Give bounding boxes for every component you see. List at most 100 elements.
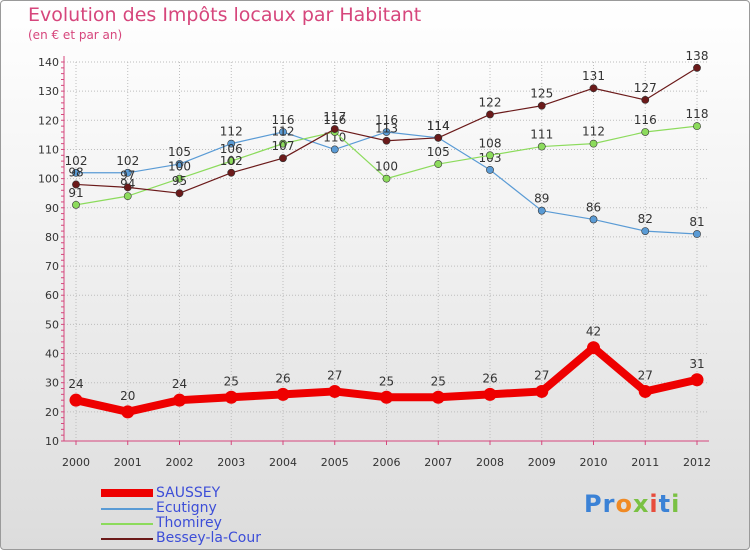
legend-label-ecutigny: Ecutigny bbox=[156, 500, 217, 516]
data-label-bessey-la-cour-2000: 98 bbox=[68, 165, 83, 179]
y-tick-label-100: 100 bbox=[38, 173, 59, 186]
point-saussey-2009 bbox=[535, 384, 549, 398]
data-label-ecutigny-2003: 112 bbox=[220, 125, 243, 139]
legend-item-saussey[interactable]: SAUSSEY bbox=[101, 486, 361, 501]
point-ecutigny-2008 bbox=[486, 165, 494, 174]
point-thomirey-2001 bbox=[123, 192, 132, 201]
point-bessey-la-cour-2008 bbox=[486, 110, 494, 119]
data-label-saussey-2011: 27 bbox=[638, 368, 653, 382]
point-thomirey-2003 bbox=[227, 157, 236, 166]
point-saussey-2012 bbox=[690, 373, 704, 387]
point-thomirey-2004 bbox=[279, 139, 287, 148]
point-saussey-2008 bbox=[483, 387, 497, 401]
data-label-thomirey-2004: 112 bbox=[272, 125, 295, 139]
point-ecutigny-2000 bbox=[72, 168, 80, 177]
point-thomirey-2002 bbox=[175, 174, 184, 183]
legend-swatch-thomirey bbox=[101, 523, 153, 525]
point-bessey-la-cour-2010 bbox=[589, 84, 598, 93]
data-label-ecutigny-2005: 110 bbox=[323, 130, 346, 144]
point-thomirey-2010 bbox=[589, 139, 598, 148]
x-tick-label-2012: 2012 bbox=[683, 456, 711, 469]
point-saussey-2003 bbox=[224, 390, 238, 404]
data-label-thomirey-2010: 112 bbox=[582, 125, 605, 139]
x-tick-label-2009: 2009 bbox=[528, 456, 556, 469]
legend-swatch-bessey-la-cour bbox=[101, 538, 153, 540]
point-thomirey-2011 bbox=[641, 128, 650, 136]
legend-item-bessey-la-cour[interactable]: Bessey-la-Cour bbox=[101, 531, 361, 546]
data-label-ecutigny-2011: 82 bbox=[638, 212, 653, 226]
y-tick-label-130: 130 bbox=[38, 85, 59, 98]
x-tick-label-2007: 2007 bbox=[424, 456, 452, 469]
x-tick-label-2008: 2008 bbox=[476, 456, 504, 469]
data-label-thomirey-2000: 91 bbox=[68, 186, 83, 200]
data-label-ecutigny-2002: 105 bbox=[168, 145, 191, 159]
legend-item-ecutigny[interactable]: Ecutigny bbox=[101, 501, 361, 516]
point-ecutigny-2009 bbox=[537, 206, 546, 215]
data-label-thomirey-2009: 111 bbox=[530, 128, 553, 142]
data-label-bessey-la-cour-2012: 138 bbox=[686, 49, 709, 63]
chart-title: Evolution des Impôts locaux par Habitant bbox=[28, 4, 422, 26]
point-ecutigny-2001 bbox=[123, 168, 132, 177]
logo-letter: P bbox=[584, 490, 603, 518]
logo-letter: t bbox=[658, 490, 672, 518]
data-label-ecutigny-2010: 86 bbox=[586, 200, 601, 214]
y-tick-label-70: 70 bbox=[45, 260, 59, 273]
legend-label-bessey-la-cour: Bessey-la-Cour bbox=[156, 530, 261, 546]
data-label-saussey-2005: 27 bbox=[327, 368, 342, 382]
legend-item-thomirey[interactable]: Thomirey bbox=[101, 516, 361, 531]
proxiti-logo: Proxiti bbox=[584, 490, 680, 518]
point-bessey-la-cour-2006 bbox=[382, 136, 391, 145]
data-label-bessey-la-cour-2004: 107 bbox=[272, 139, 295, 153]
point-ecutigny-2010 bbox=[589, 215, 598, 224]
data-label-ecutigny-2007: 114 bbox=[427, 119, 450, 133]
logo-letter: i bbox=[671, 490, 681, 518]
y-tick-label-40: 40 bbox=[45, 348, 59, 361]
x-tick-label-2002: 2002 bbox=[166, 456, 194, 469]
point-ecutigny-2011 bbox=[641, 227, 650, 235]
data-label-ecutigny-2000: 102 bbox=[65, 154, 88, 168]
data-label-bessey-la-cour-2008: 122 bbox=[479, 95, 502, 109]
data-label-saussey-2004: 26 bbox=[275, 371, 290, 385]
data-label-saussey-2006: 25 bbox=[379, 374, 394, 388]
x-tick-label-2004: 2004 bbox=[269, 456, 297, 469]
data-label-bessey-la-cour-2007: 114 bbox=[427, 119, 450, 133]
point-thomirey-2009 bbox=[537, 142, 546, 151]
point-thomirey-2006 bbox=[382, 174, 391, 183]
data-label-thomirey-2003: 106 bbox=[220, 142, 243, 156]
point-bessey-la-cour-2009 bbox=[537, 101, 546, 110]
point-ecutigny-2004 bbox=[279, 128, 287, 136]
data-label-thomirey-2006: 100 bbox=[375, 160, 398, 174]
point-saussey-2007 bbox=[431, 390, 445, 404]
point-saussey-2005 bbox=[328, 384, 342, 398]
y-tick-label-140: 140 bbox=[38, 56, 59, 69]
logo-letter: i bbox=[649, 490, 659, 518]
point-ecutigny-2006 bbox=[382, 128, 391, 136]
legend: SAUSSEY Ecutigny Thomirey Bessey-la-Cour bbox=[101, 486, 361, 546]
x-tick-label-2011: 2011 bbox=[631, 456, 659, 469]
y-tick-label-60: 60 bbox=[45, 289, 59, 302]
point-saussey-2006 bbox=[380, 390, 393, 404]
y-tick-label-120: 120 bbox=[38, 114, 59, 127]
data-label-ecutigny-2012: 81 bbox=[689, 215, 704, 229]
data-label-saussey-2007: 25 bbox=[431, 374, 446, 388]
point-bessey-la-cour-2004 bbox=[279, 154, 287, 163]
legend-swatch-saussey bbox=[101, 489, 153, 497]
y-tick-label-80: 80 bbox=[45, 231, 59, 244]
data-label-bessey-la-cour-2002: 95 bbox=[172, 174, 187, 188]
x-tick-label-2005: 2005 bbox=[321, 456, 349, 469]
data-label-saussey-2008: 26 bbox=[482, 371, 497, 385]
y-tick-label-110: 110 bbox=[38, 143, 59, 156]
data-label-saussey-2003: 25 bbox=[224, 374, 239, 388]
y-tick-label-30: 30 bbox=[45, 377, 59, 390]
legend-label-saussey: SAUSSEY bbox=[156, 485, 221, 501]
point-saussey-2004 bbox=[276, 387, 290, 401]
y-tick-label-50: 50 bbox=[45, 318, 59, 331]
data-label-thomirey-2007: 105 bbox=[427, 145, 450, 159]
data-label-bessey-la-cour-2001: 97 bbox=[120, 168, 135, 182]
point-saussey-2011 bbox=[638, 384, 652, 398]
point-ecutigny-2002 bbox=[175, 160, 184, 168]
point-bessey-la-cour-2012 bbox=[693, 63, 701, 72]
point-thomirey-2012 bbox=[693, 122, 701, 131]
y-tick-label-90: 90 bbox=[45, 202, 59, 215]
